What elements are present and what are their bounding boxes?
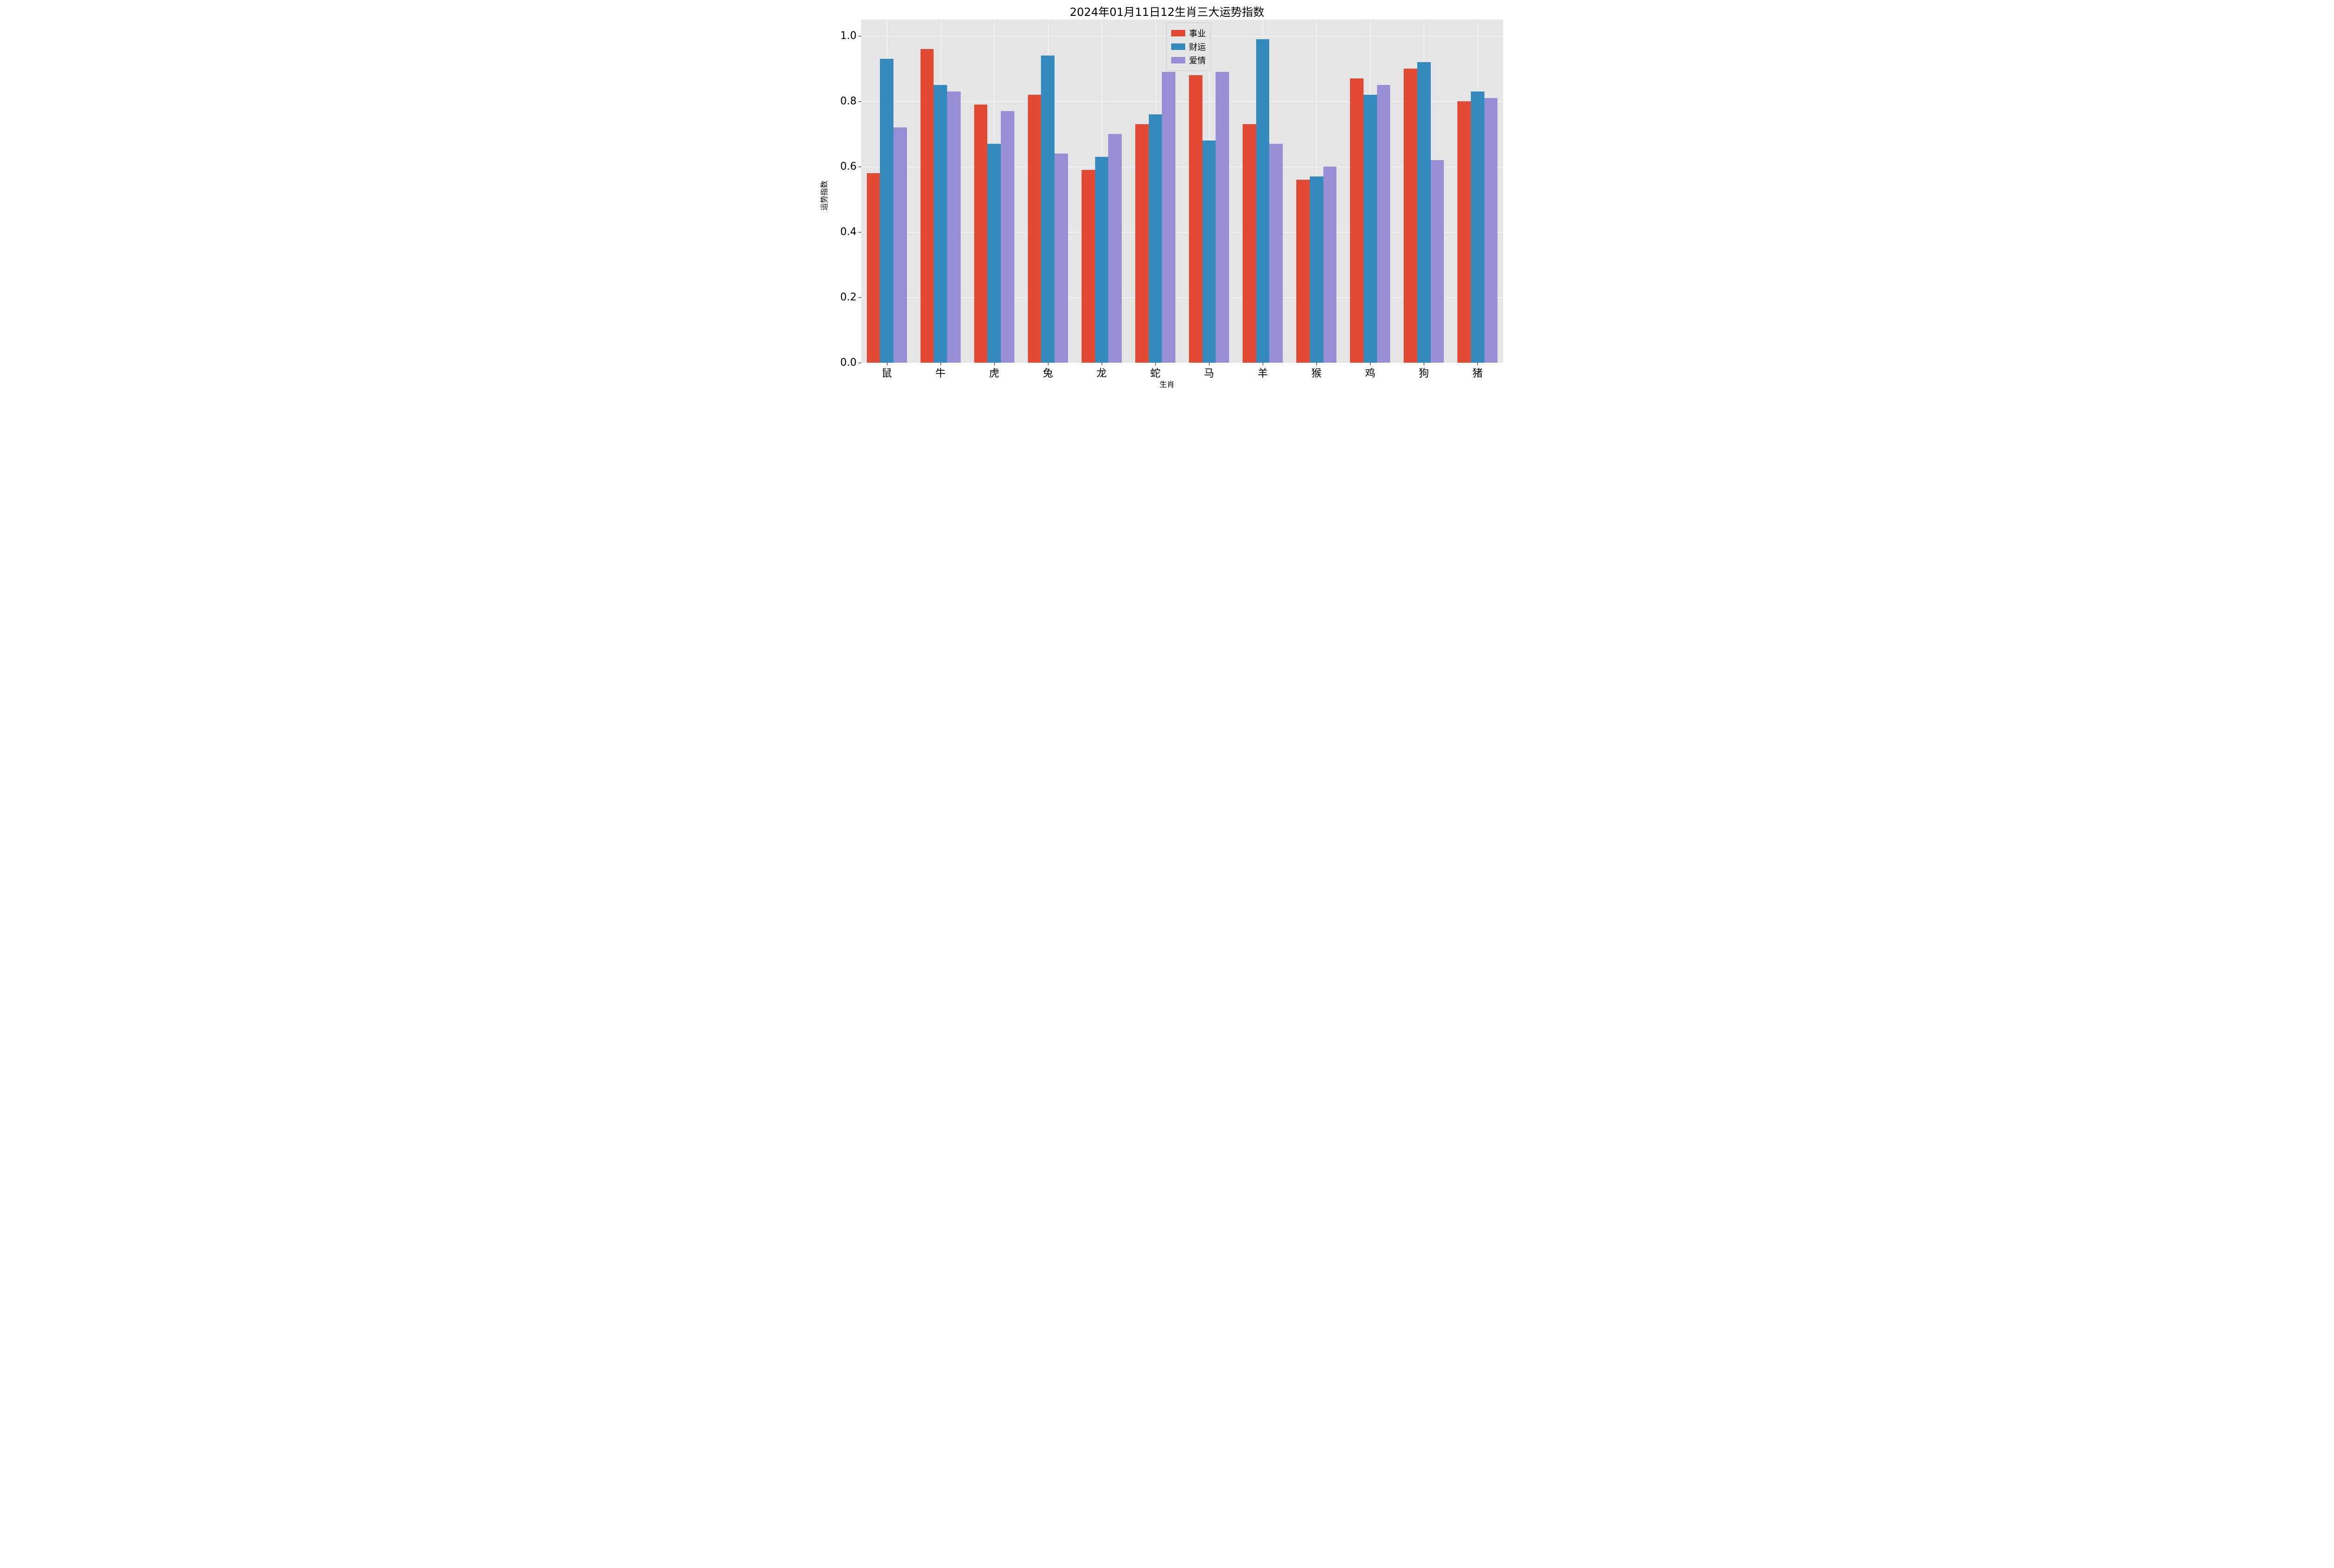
x-tick-label: 猴	[1311, 365, 1322, 380]
x-tick-mark	[1155, 363, 1156, 366]
x-tick-label: 狗	[1419, 365, 1429, 380]
bar-事业	[1135, 124, 1149, 363]
bar-事业	[974, 105, 988, 363]
legend-label: 财运	[1189, 41, 1206, 53]
bar-财运	[987, 144, 1001, 363]
y-tick-label: 0.2	[840, 292, 857, 303]
x-tick-label: 鸡	[1365, 365, 1375, 380]
bar-财运	[934, 85, 947, 363]
bar-爱情	[1323, 167, 1337, 363]
bar-爱情	[1269, 144, 1283, 363]
legend-label: 爱情	[1189, 54, 1206, 66]
x-tick-label: 马	[1204, 365, 1214, 380]
bar-事业	[1028, 95, 1041, 363]
bar-爱情	[893, 127, 907, 363]
bar-爱情	[1216, 72, 1229, 363]
bar-财运	[880, 59, 893, 363]
legend-swatch	[1171, 30, 1185, 36]
bar-爱情	[947, 91, 961, 363]
bar-财运	[1256, 39, 1270, 363]
bar-爱情	[1377, 85, 1391, 363]
bar-爱情	[1001, 111, 1014, 363]
bar-爱情	[1431, 160, 1444, 363]
chart-title: 2024年01月11日12生肖三大运势指数	[812, 3, 1522, 19]
y-tick-label: 1.0	[840, 30, 857, 42]
x-tick-label: 虎	[989, 365, 999, 380]
bar-爱情	[1055, 154, 1068, 363]
x-tick-label: 鼠	[882, 365, 892, 380]
legend: 事业财运爱情	[1166, 22, 1211, 71]
bar-事业	[1296, 180, 1310, 363]
bar-爱情	[1162, 72, 1175, 363]
bar-事业	[1243, 124, 1256, 363]
bar-财运	[1095, 157, 1109, 363]
legend-label: 事业	[1189, 27, 1206, 39]
legend-item: 财运	[1171, 41, 1206, 53]
bar-事业	[867, 173, 880, 363]
legend-item: 爱情	[1171, 54, 1206, 66]
x-axis-label: 生肖	[812, 378, 1522, 389]
y-tick-mark	[858, 297, 861, 298]
y-tick-label: 0.6	[840, 161, 857, 173]
figure: 2024年01月11日12生肖三大运势指数 运势指数 生肖 0.0 0.2 0.4 0…	[812, 0, 1522, 391]
bar-财运	[1202, 141, 1216, 363]
y-tick-label: 0.0	[840, 357, 857, 369]
bar-爱情	[1484, 98, 1498, 363]
legend-swatch	[1171, 57, 1185, 63]
bar-财运	[1417, 62, 1431, 363]
bar-财运	[1149, 114, 1162, 363]
y-tick-label: 0.8	[840, 96, 857, 107]
x-tick-mark	[1477, 363, 1478, 366]
x-tick-mark	[1316, 363, 1317, 366]
x-tick-label: 羊	[1258, 365, 1268, 380]
x-tick-label: 蛇	[1150, 365, 1160, 380]
bar-事业	[921, 49, 934, 363]
axes	[861, 20, 1503, 363]
bar-财运	[1041, 56, 1055, 363]
bar-财运	[1471, 91, 1484, 363]
x-tick-label: 牛	[935, 365, 946, 380]
x-tick-label: 猪	[1472, 365, 1483, 380]
bar-事业	[1082, 170, 1095, 363]
y-axis-label: 运势指数	[818, 181, 829, 211]
x-tick-mark	[994, 363, 995, 366]
legend-item: 事业	[1171, 27, 1206, 39]
x-tick-label: 兔	[1043, 365, 1053, 380]
y-tick-mark	[858, 101, 861, 102]
bar-爱情	[1108, 134, 1122, 363]
bar-财运	[1364, 95, 1377, 363]
bar-事业	[1404, 69, 1417, 363]
bar-事业	[1457, 101, 1471, 363]
x-tick-label: 龙	[1097, 365, 1107, 380]
bar-财运	[1310, 176, 1323, 363]
x-tick-mark	[1370, 363, 1371, 366]
y-tick-label: 0.4	[840, 226, 857, 238]
bar-事业	[1350, 78, 1364, 363]
bar-事业	[1189, 75, 1202, 363]
legend-swatch	[1171, 43, 1185, 50]
